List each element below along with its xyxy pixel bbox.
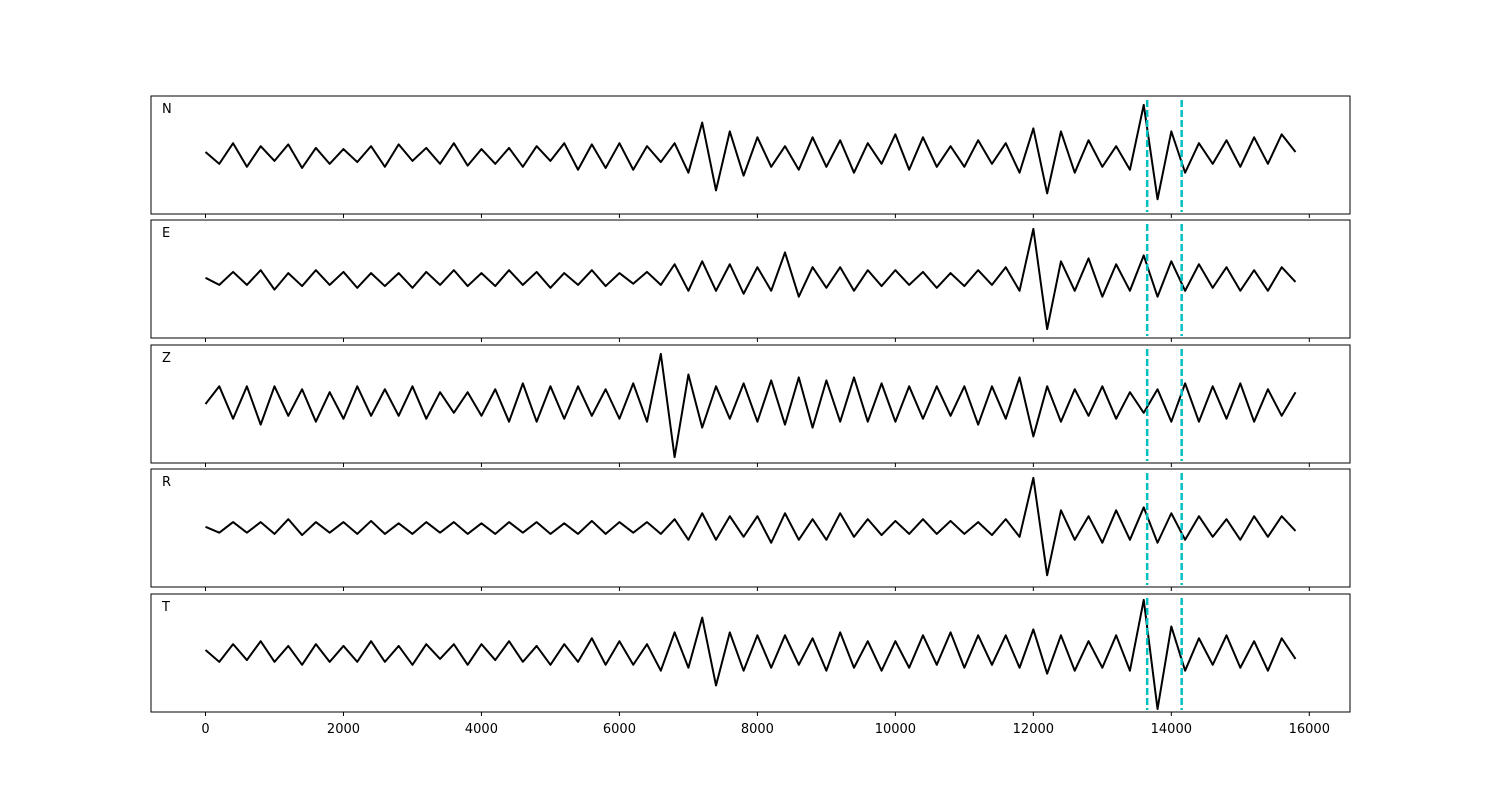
x-tick-label: 0 — [201, 722, 209, 737]
panel-frame — [150, 95, 1351, 215]
panel-label: E — [162, 226, 170, 241]
x-tick-label: 8000 — [741, 722, 774, 737]
panel-label: N — [162, 102, 172, 117]
trace — [204, 598, 1297, 711]
panel-label: R — [162, 475, 171, 490]
trace — [205, 476, 1297, 577]
x-tick-label: 6000 — [603, 722, 636, 737]
x-tick-label: 2000 — [327, 722, 360, 737]
x-tick-label: 12000 — [1013, 722, 1054, 737]
x-tick-label: 16000 — [1289, 722, 1330, 737]
trace — [204, 352, 1297, 459]
panel-frame — [150, 344, 1351, 464]
trace — [204, 103, 1297, 201]
panel-frame — [150, 219, 1351, 339]
panel-label: Z — [162, 351, 171, 366]
x-tick-label: 14000 — [1151, 722, 1192, 737]
panel-frame — [150, 593, 1351, 713]
panel-frame — [150, 468, 1351, 588]
x-tick-label: 4000 — [465, 722, 498, 737]
x-tick-label: 10000 — [875, 722, 916, 737]
trace — [205, 227, 1297, 331]
panel-label: T — [161, 600, 170, 615]
